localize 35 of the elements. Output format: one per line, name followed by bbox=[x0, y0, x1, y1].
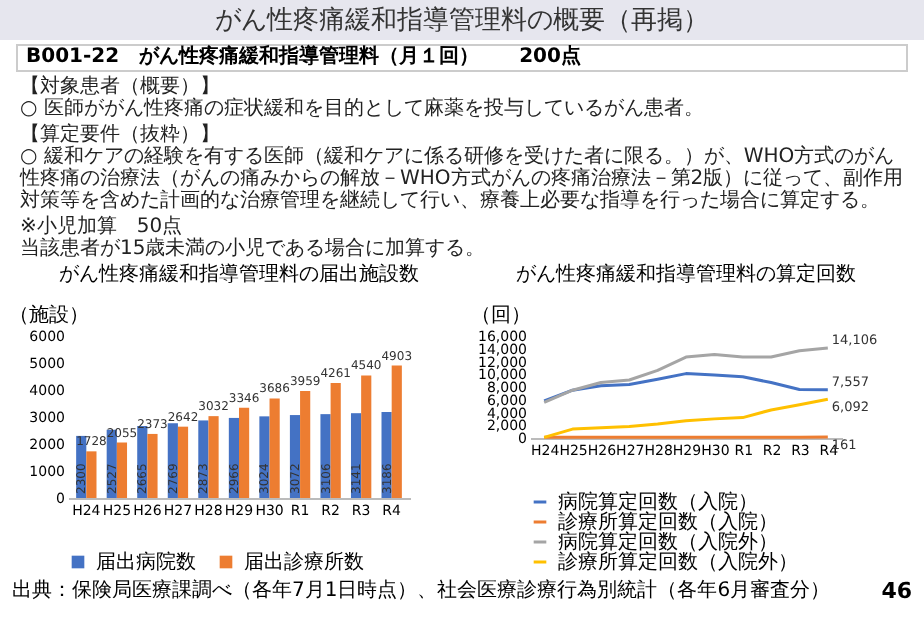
text: ※小児加算 50点 bbox=[20, 216, 183, 238]
bar bbox=[208, 416, 219, 498]
text: がん性疼痛緩和指導管理料の概要（再掲） bbox=[0, 0, 924, 40]
text: B001-22 がん性疼痛緩和指導管理料（月１回） 200点 bbox=[16, 44, 908, 72]
line-series bbox=[542, 372, 830, 403]
legend-label: 病院算定回数（入院） bbox=[558, 490, 758, 514]
legend-label: 診療所算定回数（入院外） bbox=[558, 550, 798, 574]
y-axis-title: （回） bbox=[471, 305, 531, 327]
bar bbox=[147, 433, 158, 498]
bar bbox=[269, 398, 280, 498]
bar bbox=[239, 407, 250, 498]
text: ○ 医師ががん性疼痛の症状緩和を目的として麻薬を投与しているがん患者。 bbox=[20, 98, 706, 120]
text: 【対象患者（概要）】 bbox=[20, 76, 222, 98]
y-axis-title: （施設） bbox=[9, 303, 89, 327]
legend-label: 病院算定回数（入院外） bbox=[558, 530, 778, 554]
chart-title: がん性疼痛緩和指導管理料の届出施設数 bbox=[59, 262, 419, 286]
legend-label: 届出病院数 bbox=[96, 550, 196, 574]
legend-label: 届出診療所数 bbox=[244, 550, 364, 574]
text: ○ 緩和ケアの経験を有する医師（緩和ケアに係る研修を受けた者に限る。）が、WHO方式のがん性疼痛の治療法（がんの痛みからの解放－WHO方式がんの疼痛治療法－第2版）に従って、副作用対策等を含めた計画的な治療管理を継続して行い、療養上必要な指導を行った場合に算定する。 bbox=[20, 146, 904, 212]
bar bbox=[300, 391, 311, 498]
line-series bbox=[542, 346, 830, 404]
legend-label: 診療所算定回数（入院） bbox=[558, 510, 778, 534]
bar bbox=[177, 426, 189, 498]
source-note: 出典：保険局医療課調べ（各年7月1日時点）、社会医療診療行為別統計（各年6月審査分） bbox=[12, 577, 831, 604]
bar bbox=[361, 375, 372, 498]
text: 【算定要件（抜粋）】 bbox=[20, 124, 222, 146]
bar bbox=[391, 365, 402, 498]
chart-title: がん性疼痛緩和指導管理料の算定回数 bbox=[516, 262, 856, 286]
bar bbox=[86, 451, 97, 498]
line-series bbox=[542, 397, 830, 439]
text: 46 bbox=[881, 578, 912, 604]
text: 当該患者が15歳未満の小児である場合に加算する。 bbox=[20, 238, 488, 260]
bar bbox=[330, 382, 341, 498]
bar bbox=[116, 442, 128, 498]
bar bbox=[259, 416, 270, 498]
